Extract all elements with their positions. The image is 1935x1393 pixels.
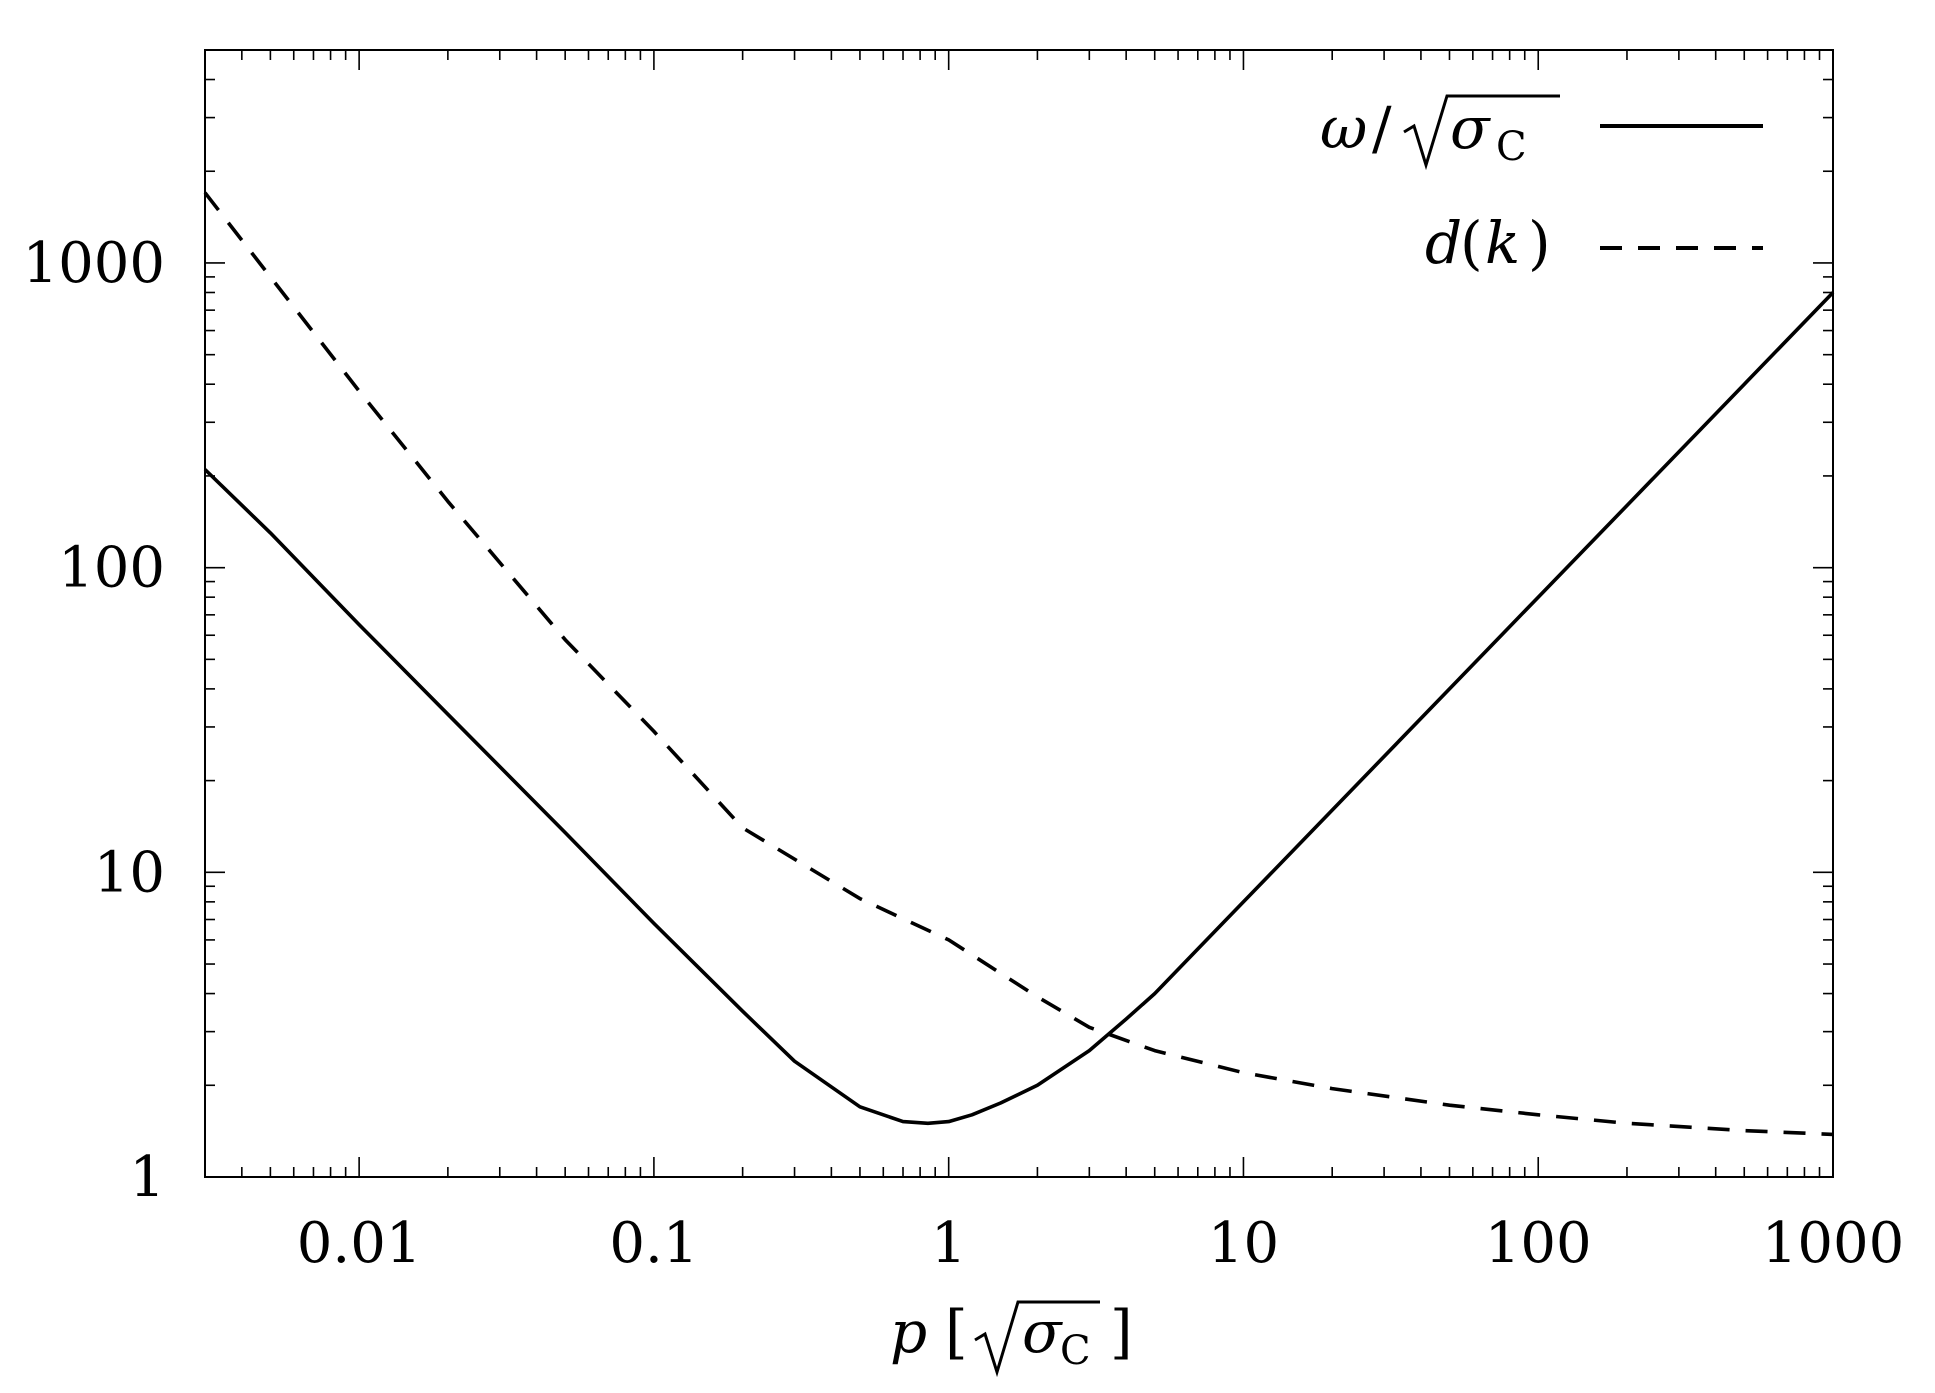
x-tick-label: 100 (1485, 1211, 1592, 1276)
legend-omega-subscript: C (1496, 124, 1527, 170)
series-layer (203, 191, 1835, 1137)
x-axis-unit-subscript: C (1060, 1328, 1091, 1374)
y-tick-label: 1 (129, 1145, 165, 1210)
x-axis-symbol: p (890, 1298, 927, 1366)
legend-omega-radicand: σ (1450, 94, 1491, 162)
y-tick-label: 10 (94, 840, 165, 905)
x-tick-label: 1 (931, 1211, 967, 1276)
legend-omega-symbol: ω (1320, 94, 1367, 162)
axis-ticks (204, 49, 1834, 1178)
x-axis-unit-radicand: σ (1022, 1298, 1063, 1366)
y-tick-label: 1000 (22, 231, 165, 296)
legend: ω / σ C d ( k ) (1320, 94, 1763, 277)
x-tick-label: 1000 (1762, 1211, 1905, 1276)
x-axis-sqrt-sign (974, 1300, 1100, 1378)
legend-omega-slash: / (1372, 94, 1392, 162)
x-tick-label: 0.01 (297, 1211, 422, 1276)
legend-d-open-paren: ( (1460, 209, 1483, 277)
legend-d-argument: k (1485, 209, 1520, 277)
series-line-0 (203, 291, 1835, 1126)
legend-entry-omega: ω / σ C (1320, 94, 1763, 171)
x-axis-unit-close-bracket: ] (1110, 1298, 1133, 1366)
legend-d-close-paren: ) (1528, 209, 1551, 277)
tick-labels: 0.01 0.1 1 10 100 1000 1 10 100 1000 (22, 231, 1904, 1276)
x-tick-label: 0.1 (609, 1211, 698, 1276)
legend-entry-d: d ( k ) (1425, 209, 1763, 277)
legend-d-function: d (1425, 209, 1462, 277)
series-line-1 (203, 191, 1834, 1137)
plot-frame (204, 49, 1834, 1178)
legend-sqrt-sign (1403, 94, 1560, 171)
x-axis-unit-open-bracket: [ (945, 1298, 968, 1366)
y-tick-label: 100 (58, 536, 165, 601)
x-axis-label: p [ σ C ] (890, 1298, 1133, 1378)
x-tick-label: 10 (1208, 1211, 1279, 1276)
